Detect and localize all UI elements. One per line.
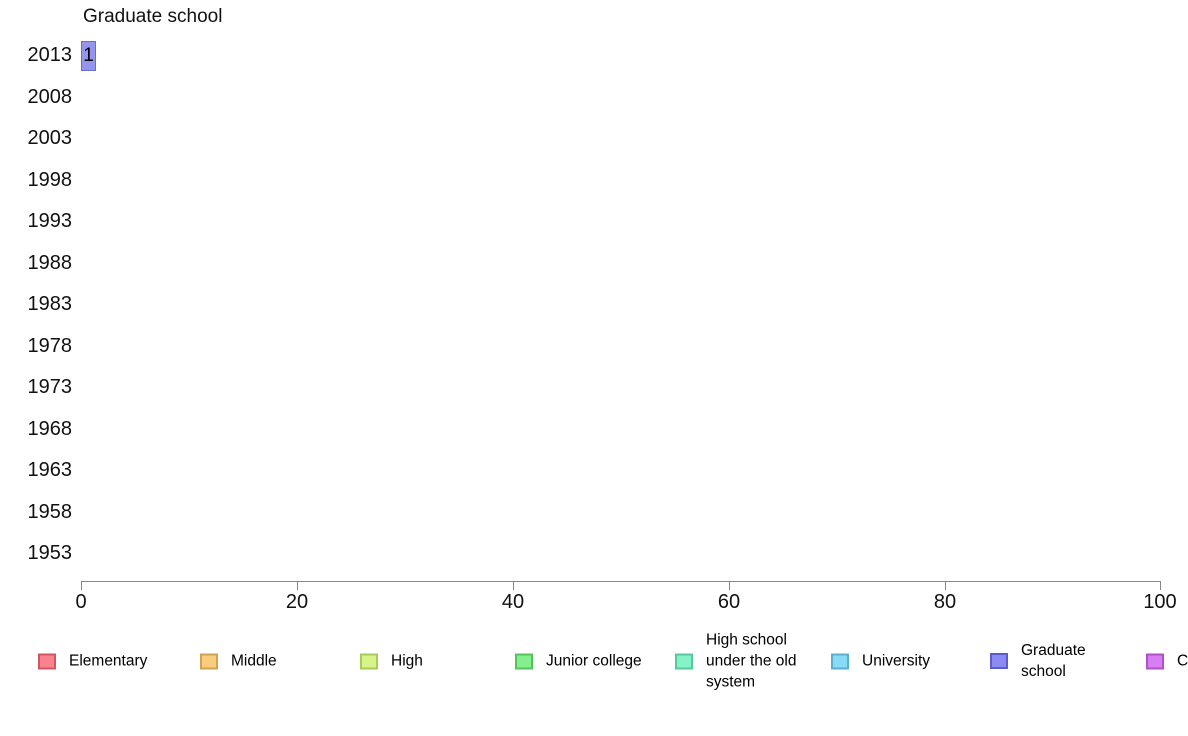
legend-label: High school under the old system (706, 631, 797, 691)
x-axis-tick-label: 0 (75, 591, 87, 613)
legend-swatch-junior-college (515, 653, 533, 669)
y-axis-label: 1998 (27, 169, 73, 191)
legend-label: Junior college (546, 652, 642, 670)
legend-item-junior-college[interactable]: Junior college (515, 651, 642, 672)
chart-title: Graduate school (83, 6, 223, 27)
y-axis-label: 1953 (27, 542, 73, 564)
legend-label: Middle (231, 652, 277, 670)
legend-swatch-university (831, 653, 849, 669)
legend-item-high-school-old-system[interactable]: High school under the old system (675, 630, 801, 693)
x-axis-tick (729, 581, 730, 590)
x-axis-tick (81, 581, 82, 590)
x-axis-tick-label: 20 (285, 591, 309, 613)
legend-swatch-graduate-school (990, 653, 1008, 669)
y-axis-label: 2013 (27, 44, 73, 66)
legend-swatch-truncated (1146, 653, 1164, 669)
legend-swatch-elementary (38, 653, 56, 669)
legend-swatch-middle (200, 653, 218, 669)
x-axis-tick-label: 80 (933, 591, 957, 613)
legend-item-graduate-school[interactable]: Graduate school (990, 640, 1099, 682)
legend-item-high[interactable]: High (360, 651, 423, 672)
y-axis-label: 1963 (27, 459, 73, 481)
x-axis-tick-label: 40 (501, 591, 525, 613)
y-axis-label: 1993 (27, 210, 73, 232)
y-axis-label: 2008 (27, 86, 73, 108)
legend-item-university[interactable]: University (831, 651, 930, 672)
legend-label: University (862, 652, 931, 670)
bar-2013: 1 (81, 41, 96, 71)
legend-label: High (391, 652, 423, 670)
x-axis-line (81, 581, 1161, 582)
legend-swatch-high (360, 653, 378, 669)
x-axis-tick (513, 581, 514, 590)
y-axis-label: 1973 (27, 376, 73, 398)
legend-item-middle[interactable]: Middle (200, 651, 277, 672)
legend-item-elementary[interactable]: Elementary (38, 651, 147, 672)
legend-label: Graduate school (1021, 642, 1086, 680)
y-axis-label: 1978 (27, 335, 73, 357)
legend-swatch-high-school-old-system (675, 653, 693, 669)
legend-label: Elementary (69, 652, 148, 670)
x-axis-tick (1160, 581, 1161, 590)
y-axis-label: 2003 (27, 127, 73, 149)
y-axis-label: 1983 (27, 293, 73, 315)
legend-label: C (1177, 652, 1188, 670)
x-axis-tick (297, 581, 298, 590)
y-axis-label: 1958 (27, 501, 73, 523)
y-axis-label: 1968 (27, 418, 73, 440)
legend-item-truncated[interactable]: C (1146, 651, 1188, 672)
y-axis-label: 1988 (27, 252, 73, 274)
x-axis-tick (945, 581, 946, 590)
x-axis-tick-label: 60 (717, 591, 741, 613)
x-axis-tick-label: 100 (1143, 591, 1177, 613)
